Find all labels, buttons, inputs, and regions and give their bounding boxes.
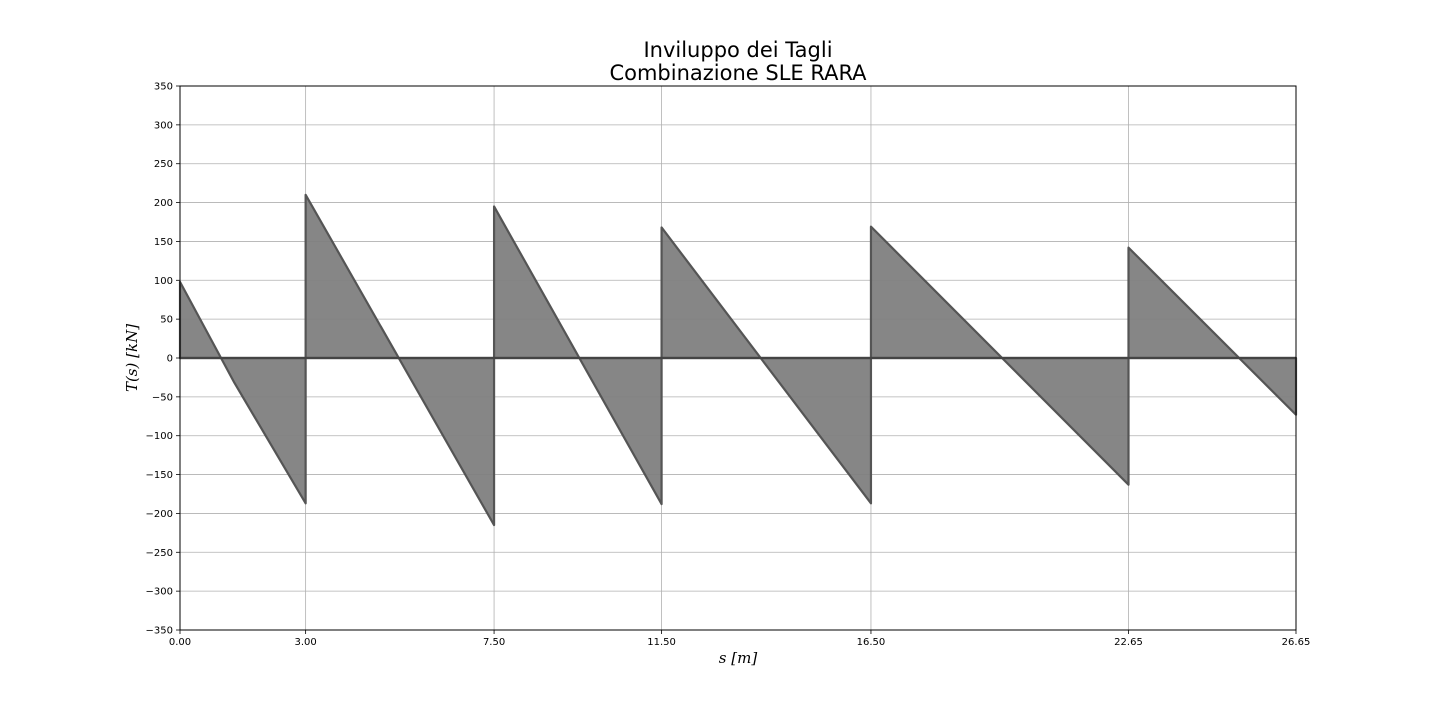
x-tick-label: 3.00 <box>294 637 316 648</box>
y-tick-label: −350 <box>146 626 173 637</box>
y-tick-label: −250 <box>146 548 173 559</box>
y-tick-label: 50 <box>160 315 173 326</box>
chart-title-line-2: Combinazione SLE RARA <box>609 61 867 85</box>
x-tick-label: 16.50 <box>857 637 886 648</box>
x-tick-label: 11.50 <box>647 637 676 648</box>
y-tick-label: −150 <box>146 470 173 481</box>
y-tick-label: 200 <box>154 198 173 209</box>
ticks-layer: 0.00 3.00 7.50 11.50 16.50 22.65 26.65 −350 −300… <box>146 82 1311 649</box>
y-tick-label: −200 <box>146 509 173 520</box>
y-tick-label: 350 <box>154 82 173 93</box>
envelope-area-layer <box>178 193 1298 527</box>
y-tick-label: −50 <box>152 392 173 403</box>
text-layer: Inviluppo dei Tagli Combinazione SLE RAR… <box>123 38 867 667</box>
y-axis-label: T(s) [kN] <box>123 324 141 392</box>
y-tick-label: 100 <box>154 276 173 287</box>
x-tick-label: 26.65 <box>1282 637 1311 648</box>
y-tick-label: −100 <box>146 431 173 442</box>
y-tick-label: −300 <box>146 587 173 598</box>
y-tick-label: 0 <box>167 354 173 365</box>
y-tick-label: 250 <box>154 159 173 170</box>
x-tick-label: 7.50 <box>483 637 505 648</box>
y-tick-label: 150 <box>154 237 173 248</box>
x-tick-label: 0.00 <box>169 637 191 648</box>
chart-title-line-1: Inviluppo dei Tagli <box>643 38 832 62</box>
y-tick-label: 300 <box>154 120 173 131</box>
x-axis-label: s [m] <box>719 649 758 667</box>
x-tick-label: 22.65 <box>1114 637 1143 648</box>
